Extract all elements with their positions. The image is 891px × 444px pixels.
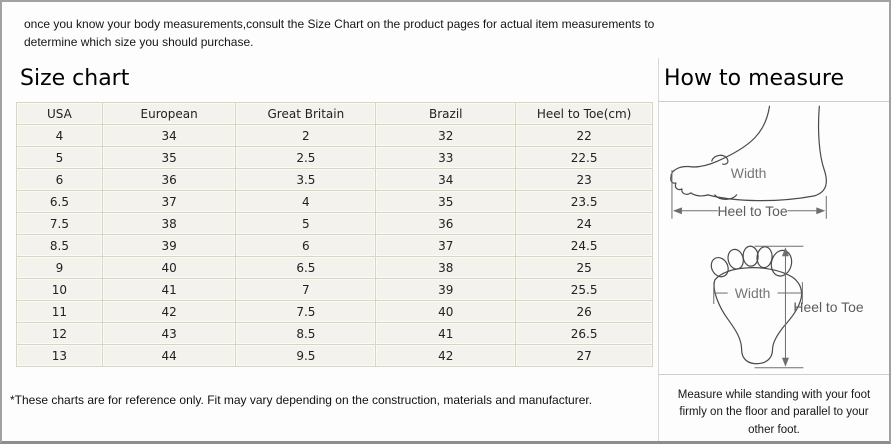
size-cell: 38 xyxy=(101,212,237,235)
size-cell: 6 xyxy=(235,234,377,257)
size-cell: 5 xyxy=(16,146,103,169)
size-cell: 40 xyxy=(375,300,517,323)
footprint-diagram: Width Heel to Toe xyxy=(710,245,864,369)
size-cell: 41 xyxy=(375,322,517,345)
size-table-row: 11 42 7.5 40 26 xyxy=(16,300,653,323)
size-chart-title: Size chart xyxy=(20,66,130,91)
measuring-instruction: Measure while standing with your foot fi… xyxy=(659,374,889,441)
size-cell: 26.5 xyxy=(515,322,653,345)
size-cell: 26 xyxy=(515,300,653,323)
size-cell: 25.5 xyxy=(515,278,653,301)
size-cell: 7.5 xyxy=(16,212,103,235)
size-cell: 5 xyxy=(235,212,377,235)
foot-side-view-diagram: Width Heel to Toe xyxy=(670,105,827,219)
size-cell: 34 xyxy=(101,124,237,147)
size-cell: 2 xyxy=(235,124,377,147)
footprint-heel-to-toe-label: Heel to Toe xyxy=(793,299,863,315)
size-table-wrap: USA European Great Britain Brazil Heel to To… xyxy=(2,102,658,367)
size-cell: 44 xyxy=(101,344,237,367)
size-cell: 37 xyxy=(375,234,517,257)
size-cell: 41 xyxy=(101,278,237,301)
size-cell: 8.5 xyxy=(16,234,103,257)
size-cell: 35 xyxy=(101,146,237,169)
intro-text: once you know your body measurements,con… xyxy=(24,17,655,49)
size-table-row: 4 34 2 32 22 xyxy=(16,124,653,147)
size-table-row: 7.5 38 5 36 24 xyxy=(16,212,653,235)
size-chart-section: Size chart USA European Great Britain Brazi… xyxy=(2,58,658,441)
size-cell: 7.5 xyxy=(235,300,377,323)
size-table-row: 13 44 9.5 42 27 xyxy=(16,344,653,367)
size-cell: 36 xyxy=(101,168,237,191)
size-cell: 22.5 xyxy=(515,146,653,169)
size-cell: 10 xyxy=(16,278,103,301)
size-cell: 35 xyxy=(375,190,517,213)
size-cell: 34 xyxy=(375,168,517,191)
size-cell: 8.5 xyxy=(235,322,377,345)
main-area: Size chart USA European Great Britain Brazi… xyxy=(2,58,889,441)
size-table: USA European Great Britain Brazil Heel to To… xyxy=(16,102,653,367)
size-column-header: Great Britain xyxy=(235,102,377,125)
how-to-measure-section: How to measure xyxy=(658,58,889,441)
size-cell: 11 xyxy=(16,300,103,323)
size-table-row: 6.5 37 4 35 23.5 xyxy=(16,190,653,213)
size-cell: 6.5 xyxy=(235,256,377,279)
size-table-row: 8.5 39 6 37 24.5 xyxy=(16,234,653,257)
size-cell: 40 xyxy=(101,256,237,279)
size-cell: 36 xyxy=(375,212,517,235)
size-cell: 6.5 xyxy=(16,190,103,213)
intro-section: once you know your body measurements,con… xyxy=(2,2,889,58)
diagram-area: Width Heel to Toe xyxy=(659,102,889,374)
size-column-header: European xyxy=(101,102,237,125)
size-cell: 25 xyxy=(515,256,653,279)
size-table-row: 12 43 8.5 41 26.5 xyxy=(16,322,653,345)
size-cell: 2.5 xyxy=(235,146,377,169)
size-cell: 24 xyxy=(515,212,653,235)
size-cell: 38 xyxy=(375,256,517,279)
size-cell: 4 xyxy=(235,190,377,213)
footprint-width-label: Width xyxy=(735,285,771,301)
size-cell: 9 xyxy=(16,256,103,279)
size-cell: 37 xyxy=(101,190,237,213)
size-cell: 39 xyxy=(101,234,237,257)
size-table-row: 9 40 6.5 38 25 xyxy=(16,256,653,279)
size-table-head: USA European Great Britain Brazil Heel to To… xyxy=(16,102,653,125)
size-cell: 9.5 xyxy=(235,344,377,367)
size-table-row: 6 36 3.5 34 23 xyxy=(16,168,653,191)
size-cell: 4 xyxy=(16,124,103,147)
size-cell: 43 xyxy=(101,322,237,345)
size-cell: 23.5 xyxy=(515,190,653,213)
how-to-measure-title: How to measure xyxy=(664,66,845,91)
size-cell: 42 xyxy=(101,300,237,323)
size-cell: 42 xyxy=(375,344,517,367)
size-cell: 13 xyxy=(16,344,103,367)
size-cell: 39 xyxy=(375,278,517,301)
size-table-header-row: USA European Great Britain Brazil Heel to To… xyxy=(16,102,653,125)
reference-footnote: *These charts are for reference only. Fi… xyxy=(10,393,593,407)
size-cell: 6 xyxy=(16,168,103,191)
size-table-body: 4 34 2 32 22 5 35 2.5 33 22.5 6 36 3.5 34 23 6.5 37 4 35 23… xyxy=(16,124,653,367)
size-chart-header: Size chart xyxy=(2,58,658,102)
size-cell: 32 xyxy=(375,124,517,147)
side-view-width-label: Width xyxy=(731,165,767,181)
size-column-header: Brazil xyxy=(375,102,517,125)
size-cell: 7 xyxy=(235,278,377,301)
side-view-heel-to-toe-label: Heel to Toe xyxy=(718,203,788,219)
size-cell: 33 xyxy=(375,146,517,169)
size-cell: 27 xyxy=(515,344,653,367)
size-table-row: 5 35 2.5 33 22.5 xyxy=(16,146,653,169)
size-column-header: USA xyxy=(16,102,103,125)
size-cell: 24.5 xyxy=(515,234,653,257)
size-cell: 12 xyxy=(16,322,103,345)
size-table-row: 10 41 7 39 25.5 xyxy=(16,278,653,301)
how-to-measure-header: How to measure xyxy=(659,58,889,102)
size-cell: 3.5 xyxy=(235,168,377,191)
size-cell: 22 xyxy=(515,124,653,147)
size-column-header: Heel to Toe(cm) xyxy=(515,102,653,125)
size-cell: 23 xyxy=(515,168,653,191)
